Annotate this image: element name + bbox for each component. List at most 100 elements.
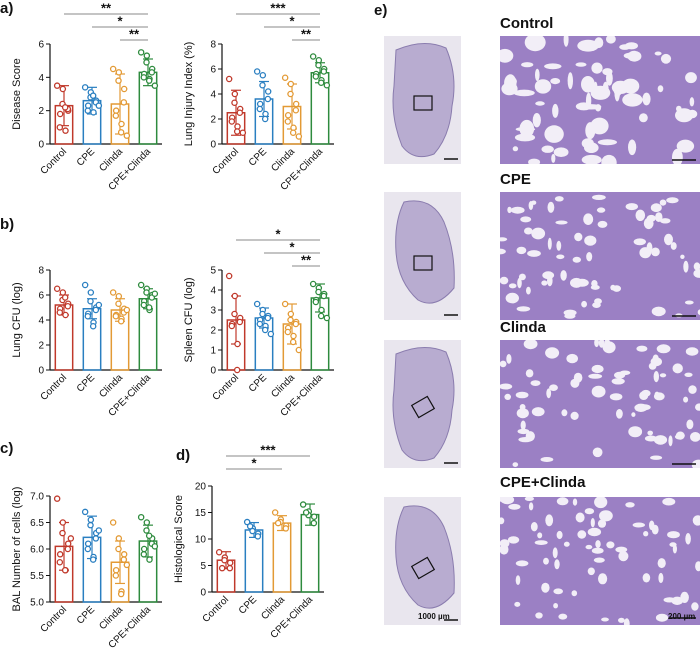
y-tick-label: 8 [210,40,216,51]
y-axis-label: Spleen CFU (log) [183,278,195,363]
data-point [151,82,159,89]
histology-low-magnification-image [384,340,461,468]
data-point [140,545,148,553]
y-axis-label: Lung CFU (log) [11,282,23,357]
data-point [64,540,72,547]
data-point [287,316,294,324]
data-point [299,501,307,508]
data-point [261,326,269,334]
bar-cpe-clinda [300,513,320,593]
y-tick-label: 4 [38,316,44,327]
data-point [226,564,234,572]
data-point [92,306,100,314]
scale-label-high: 200 µm [668,612,696,621]
y-tick-label: 6 [38,291,44,302]
data-point [290,332,297,340]
data-point [310,513,318,520]
y-tick-label: 5.0 [30,598,44,609]
data-point [64,545,72,553]
data-point [309,280,317,288]
histology-low-magnification-image [384,192,461,320]
data-point [53,82,61,89]
significance-label: * [251,456,257,471]
data-point [320,68,328,75]
data-point [253,68,261,75]
histology-low-magnification-image [384,36,461,164]
data-point [320,292,328,300]
data-point [84,545,92,553]
y-tick-label: 2 [210,326,216,337]
y-tick-label: 2 [38,106,44,117]
data-point [312,298,320,306]
data-point [53,495,61,502]
significance-label: ** [129,27,140,42]
data-point [246,523,254,530]
data-point [292,107,300,114]
significance-label: * [117,14,123,29]
zoom-region-box [410,395,436,419]
data-point [287,90,294,98]
data-point [145,532,153,540]
y-tick-label: 5 [210,266,216,277]
data-point [295,346,303,354]
data-point [231,310,238,318]
data-point [56,559,64,566]
data-point [264,88,272,95]
data-point [231,90,239,98]
data-point [140,74,148,81]
data-point [117,129,125,136]
data-point [115,69,123,76]
bar-cpe [244,529,264,593]
data-point [315,288,322,296]
y-tick-label: 4 [38,73,44,84]
data-point [318,306,325,314]
data-point [236,109,244,117]
data-point [292,320,300,328]
y-axis-label: BAL Number of cells (log) [11,487,23,612]
data-point [61,104,69,111]
data-point [289,129,297,136]
data-point [312,73,320,80]
x-tick-label: CPE [75,604,98,627]
data-point [264,95,272,103]
data-point [221,556,228,564]
data-point [123,306,131,314]
data-point [145,77,153,84]
x-tick-label: CPE [237,594,260,617]
y-tick-label: 8 [38,266,44,277]
data-point [89,322,97,330]
significance-label: ** [301,253,312,268]
y-axis-label: Lung Injury Index (%) [183,42,195,147]
data-point [261,115,269,123]
panel-label-b: b) [0,216,15,233]
data-point [89,556,97,563]
data-point [137,513,145,521]
histology-row-title: CPE [500,171,531,188]
data-point [143,289,150,296]
y-tick-label: 2 [38,341,44,352]
data-point [233,128,241,135]
significance-label: ** [301,27,312,42]
data-point [143,59,150,66]
data-point [253,300,261,308]
data-point [117,590,125,598]
data-point [109,289,117,296]
y-tick-label: 20 [195,482,207,493]
data-point [123,561,131,569]
y-tick-label: 0 [210,140,216,151]
data-point [84,107,92,114]
data-point [239,129,247,136]
data-point [59,519,67,526]
data-point [87,516,95,524]
data-point [274,519,282,527]
data-point [225,75,233,83]
data-point [284,112,292,119]
data-point [120,99,128,106]
data-point [56,110,64,118]
y-tick-label: 4 [210,286,216,297]
data-point [95,527,103,534]
data-point [264,314,272,322]
